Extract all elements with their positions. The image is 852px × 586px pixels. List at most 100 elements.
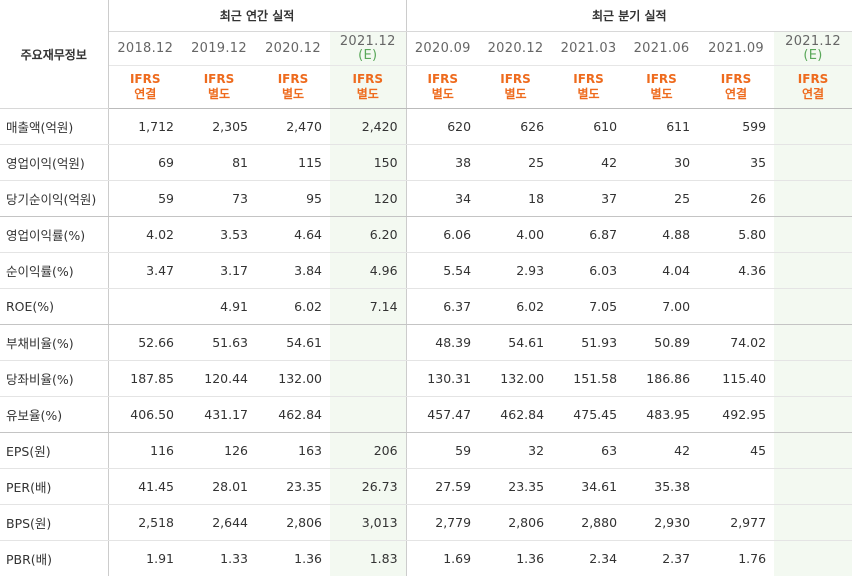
value-cell: 38 (406, 144, 480, 181)
row-label: BPS(원) (0, 504, 109, 541)
gaap-label: IFRS (646, 72, 677, 86)
value-cell: 2.93 (479, 252, 553, 289)
value-cell: 3.84 (256, 252, 330, 289)
row-label: 순이익률(%) (0, 252, 109, 289)
value-cell: 32 (479, 432, 553, 469)
period-date: 2018.12 (117, 41, 174, 56)
row-label: EPS(원) (0, 432, 109, 469)
value-cell: 1.36 (294, 551, 322, 566)
gaap-label: IFRS (427, 72, 459, 86)
value-cell: 18 (479, 180, 553, 217)
value-cell: 23.35 (479, 468, 553, 505)
table-row: 유보율(%) 406.50 431.17 462.84 457.47 462.84 475.… (0, 396, 852, 433)
value-cell: 73 (182, 180, 256, 217)
value-cell: 4.64 (256, 216, 330, 253)
value-cell (774, 468, 852, 505)
value-cell (774, 432, 852, 469)
value-cell: 59 (406, 432, 480, 469)
value-cell: 26 (698, 180, 775, 217)
value-cell: 1.83 (330, 540, 407, 576)
value-cell: 120 (330, 180, 407, 217)
value-cell: 42 (552, 144, 626, 181)
value-cell: 81 (182, 144, 256, 181)
value-cell: 431.17 (182, 396, 256, 433)
period-date-header: 2021.12 (E) (774, 31, 852, 66)
value-cell: 620 (406, 108, 480, 145)
statement-type-label: 별도 (577, 87, 600, 101)
period-date: 2021.06 (633, 41, 690, 56)
value-cell: 151.58 (552, 360, 626, 397)
value-cell: 7.05 (552, 288, 626, 325)
value-cell: 2,930 (625, 504, 699, 541)
value-cell (698, 288, 775, 325)
value-cell: 120.44 (182, 360, 256, 397)
value-cell: 42 (625, 432, 699, 469)
row-label: 부채비율(%) (0, 324, 109, 361)
gaap-label: IFRS (129, 72, 161, 86)
value-cell: 599 (698, 108, 775, 145)
value-cell: 27.59 (406, 468, 480, 505)
gaap-label: IFRS (203, 72, 235, 86)
value-cell (774, 288, 852, 325)
value-cell: 5.54 (406, 252, 480, 289)
value-cell: 4.36 (698, 252, 775, 289)
accounting-standard-row: IFRS 연결 IFRS 별도 IFRS 별도 IFRS 별도 IFRS 별도 IFRS 별도 IFRS… (0, 65, 852, 109)
value-cell: 69 (108, 144, 182, 181)
value-cell: 115 (256, 144, 330, 181)
value-cell: 35.38 (625, 468, 699, 505)
table-row: PER(배) 41.45 28.01 23.35 26.73 27.59 23.35 34.6… (0, 468, 852, 505)
value-cell: 2,420 (330, 108, 407, 145)
table-row: ROE(%) 4.91 6.02 7.14 6.37 6.02 7.05 7.00 (0, 288, 852, 325)
value-cell: 4.00 (479, 216, 553, 253)
row-label: 매출액(억원) (0, 108, 109, 145)
value-cell: 610 (552, 108, 626, 145)
accounting-basis-header: IFRS 연결 (774, 65, 852, 109)
value-cell: 26.73 (330, 468, 407, 505)
accounting-basis-header: IFRS 별도 (479, 65, 553, 109)
row-label: 유보율(%) (0, 396, 109, 433)
value-cell: 4.02 (108, 216, 182, 253)
value-cell: 6.06 (406, 216, 480, 253)
value-cell (698, 468, 775, 505)
row-label: ROE(%) (0, 288, 109, 325)
accounting-basis-header: IFRS 별도 (330, 65, 407, 109)
table-row: 순이익률(%) 3.47 3.17 3.84 4.96 5.54 2.93 6.03 4.04 4… (0, 252, 852, 289)
value-cell: 95 (256, 180, 330, 217)
row-label: 당좌비율(%) (0, 360, 109, 397)
value-cell: 2,880 (552, 504, 626, 541)
value-cell (774, 504, 852, 541)
value-cell: 406.50 (108, 396, 182, 433)
value-cell: 59 (108, 180, 182, 217)
gaap-label: IFRS (720, 72, 752, 86)
value-cell: 3.17 (182, 252, 256, 289)
statement-type-label: 별도 (431, 87, 454, 101)
statement-type-label: 연결 (134, 87, 157, 101)
accounting-basis-header: IFRS 연결 (108, 65, 182, 109)
gaap-label: IFRS (352, 72, 384, 86)
gaap-label: IFRS (797, 72, 829, 86)
value-cell: 1.69 (443, 551, 472, 566)
estimate-marker: (E) (803, 47, 823, 63)
value-cell: 611 (625, 108, 699, 145)
value-cell: 2.37 (662, 551, 691, 566)
period-date-header: 2021.06 (625, 31, 699, 66)
table-row: 당좌비율(%) 187.85 120.44 132.00 130.31 132.00 151… (0, 360, 852, 397)
value-cell: 52.66 (108, 324, 182, 361)
value-cell (774, 108, 852, 145)
value-cell (774, 396, 852, 433)
value-cell: 2,518 (108, 504, 182, 541)
value-cell: 7.00 (625, 288, 699, 325)
financial-data-body: 매출액(억원) 1,712 2,305 2,470 2,420 620 626 610 611 5… (0, 108, 852, 576)
value-cell: 492.95 (698, 396, 775, 433)
accounting-basis-header: IFRS 별도 (182, 65, 256, 109)
value-cell: 6.87 (552, 216, 626, 253)
annual-results-header: 최근 연간 실적 (108, 0, 407, 32)
statement-type-label: 별도 (281, 87, 305, 101)
period-date-header: 2020.12 (256, 31, 330, 66)
value-cell: 116 (108, 432, 182, 469)
value-cell: 48.39 (406, 324, 480, 361)
statement-type-label: 별도 (356, 87, 379, 101)
value-cell: 6.02 (479, 288, 553, 325)
value-cell (774, 180, 852, 217)
